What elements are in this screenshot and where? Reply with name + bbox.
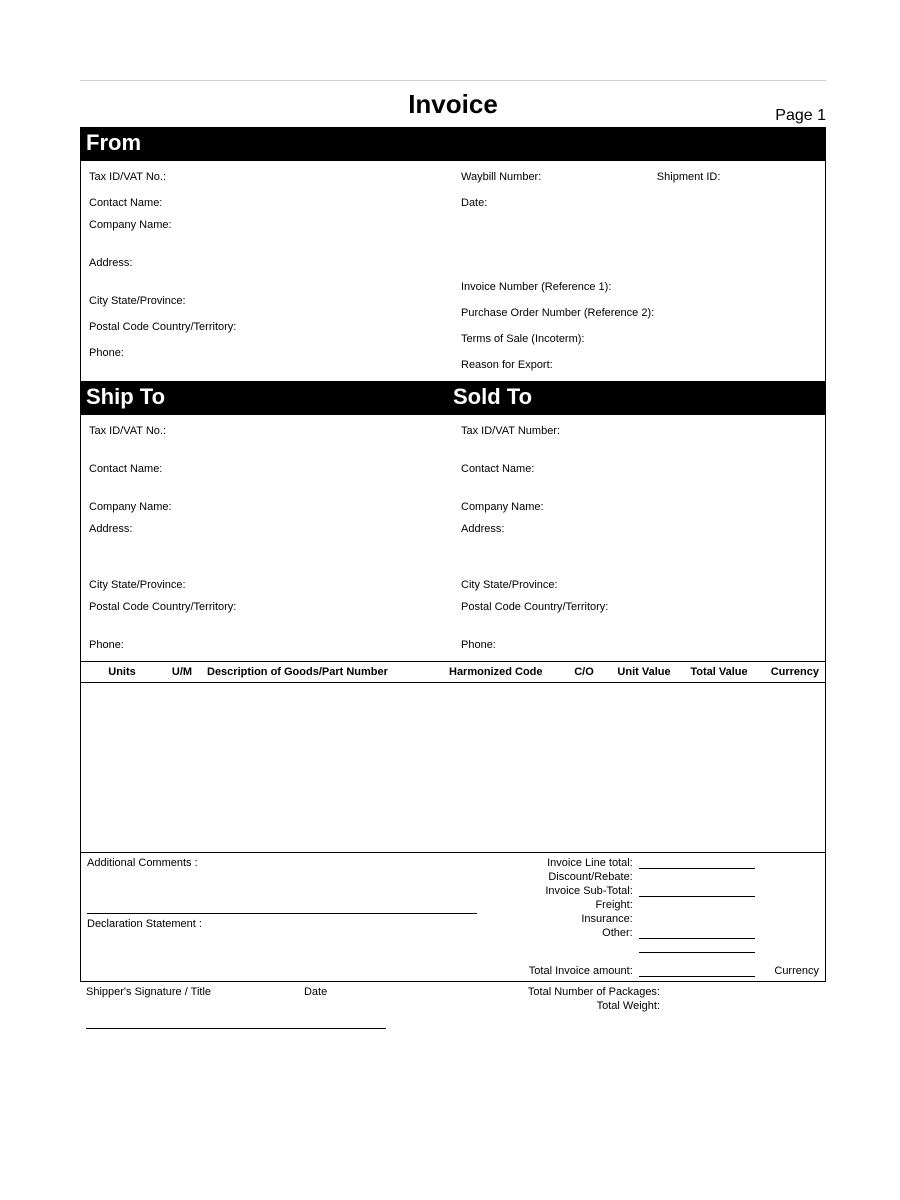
items-header-row: Units U/M Description of Goods/Part Numb… <box>80 661 826 683</box>
from-date-label: Date: <box>461 197 817 209</box>
soldto-header: Sold To <box>453 384 820 410</box>
col-hs: Harmonized Code <box>449 666 559 678</box>
col-units: Units <box>87 666 157 678</box>
soldto-address-label: Address: <box>461 523 817 535</box>
col-um: U/M <box>157 666 207 678</box>
weight-label: Total Weight: <box>482 1000 820 1012</box>
from-reason-label: Reason for Export: <box>461 359 817 371</box>
soldto-postal-label: Postal Code Country/Territory: <box>461 601 817 613</box>
from-waybill-label: Waybill Number: <box>461 171 657 183</box>
top-rule <box>80 80 826 81</box>
bottom-left: Additional Comments : Declaration Statem… <box>81 853 483 981</box>
from-header: From <box>80 127 826 161</box>
shipto-header: Ship To <box>86 384 453 410</box>
from-terms-label: Terms of Sale (Incoterm): <box>461 333 817 345</box>
from-po-label: Purchase Order Number (Reference 2): <box>461 307 817 319</box>
shipto-company-label: Company Name: <box>89 501 445 513</box>
tot-extra-line <box>639 941 755 953</box>
shipto-tax-label: Tax ID/VAT No.: <box>89 425 445 437</box>
footer-right: Total Number of Packages: Total Weight: <box>482 986 820 1014</box>
from-right: Waybill Number: Shipment ID: Date: Invoi… <box>453 161 825 381</box>
shipto-city-label: City State/Province: <box>89 579 445 591</box>
page-header: Invoice Page 1 <box>80 87 826 127</box>
tot-discount-label: Discount/Rebate: <box>489 871 639 883</box>
soldto-tax-label: Tax ID/VAT Number: <box>461 425 817 437</box>
from-invno-label: Invoice Number (Reference 1): <box>461 281 817 293</box>
totals-block: Invoice Line total: Discount/Rebate: Inv… <box>489 857 819 977</box>
tot-freight-label: Freight: <box>489 899 639 911</box>
soldto-contact-label: Contact Name: <box>461 463 817 475</box>
col-unitval: Unit Value <box>609 666 679 678</box>
from-waybill-row: Waybill Number: Shipment ID: <box>461 171 817 183</box>
from-left: Tax ID/VAT No.: Contact Name: Company Na… <box>81 161 453 381</box>
sig-label: Shipper's Signature / Title <box>86 986 304 1014</box>
from-box: Tax ID/VAT No.: Contact Name: Company Na… <box>80 161 826 381</box>
shipto-phone-label: Phone: <box>89 639 445 651</box>
shipto-postal-label: Postal Code Country/Territory: <box>89 601 445 613</box>
declaration-label: Declaration Statement : <box>87 913 477 930</box>
tot-subtotal-label: Invoice Sub-Total: <box>489 885 639 897</box>
tot-other-label: Other: <box>489 927 639 939</box>
tot-currency-label: Currency <box>759 965 819 977</box>
from-city-label: City State/Province: <box>89 295 445 307</box>
soldto-phone-label: Phone: <box>461 639 817 651</box>
col-totalval: Total Value <box>679 666 759 678</box>
shipto-address-label: Address: <box>89 523 445 535</box>
tot-total-label: Total Invoice amount: <box>489 965 639 977</box>
shipto-col: Tax ID/VAT No.: Contact Name: Company Na… <box>81 415 453 661</box>
footer-row: Shipper's Signature / Title Date Total N… <box>80 982 826 1014</box>
items-body <box>80 683 826 853</box>
from-phone-label: Phone: <box>89 347 445 359</box>
date-label: Date <box>304 986 482 1014</box>
from-contact-label: Contact Name: <box>89 197 445 209</box>
from-shipment-label: Shipment ID: <box>657 171 721 183</box>
from-tax-label: Tax ID/VAT No.: <box>89 171 445 183</box>
col-currency: Currency <box>759 666 819 678</box>
soldto-city-label: City State/Province: <box>461 579 817 591</box>
bottom-box: Additional Comments : Declaration Statem… <box>80 853 826 982</box>
bottom-right: Invoice Line total: Discount/Rebate: Inv… <box>483 853 825 981</box>
invoice-page: Invoice Page 1 From Tax ID/VAT No.: Cont… <box>80 80 826 1029</box>
page-title: Invoice <box>80 89 826 120</box>
page-number: Page 1 <box>775 107 826 125</box>
tot-subtotal-line <box>639 885 755 897</box>
tot-linetotal-line <box>639 857 755 869</box>
from-address-label: Address: <box>89 257 445 269</box>
soldto-company-label: Company Name: <box>461 501 817 513</box>
signature-line <box>86 1028 386 1029</box>
shipto-contact-label: Contact Name: <box>89 463 445 475</box>
tot-total-line <box>639 965 755 977</box>
from-company-label: Company Name: <box>89 219 445 231</box>
from-postal-label: Postal Code Country/Territory: <box>89 321 445 333</box>
soldto-col: Tax ID/VAT Number: Contact Name: Company… <box>453 415 825 661</box>
tot-other-line <box>639 927 755 939</box>
tot-linetotal-label: Invoice Line total: <box>489 857 639 869</box>
ship-sold-header: Ship To Sold To <box>80 381 826 415</box>
col-co: C/O <box>559 666 609 678</box>
ship-sold-box: Tax ID/VAT No.: Contact Name: Company Na… <box>80 415 826 661</box>
col-desc: Description of Goods/Part Number <box>207 666 449 678</box>
footer-left: Shipper's Signature / Title Date <box>86 986 482 1014</box>
tot-insurance-label: Insurance: <box>489 913 639 925</box>
pkg-label: Total Number of Packages: <box>482 986 820 998</box>
comments-label: Additional Comments : <box>87 857 477 869</box>
